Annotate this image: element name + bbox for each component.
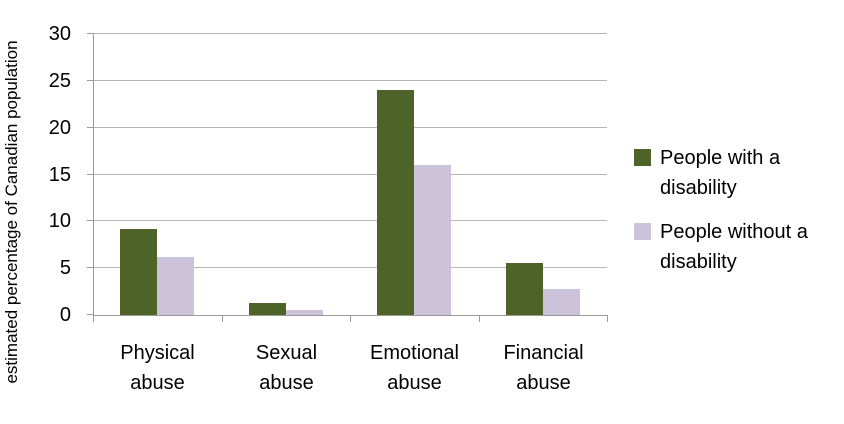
bar-people-with-a-disability-sexual-abuse (249, 303, 286, 315)
x-tick-mark-0 (93, 316, 94, 322)
y-tick-label-30: 30 (48, 23, 71, 45)
legend-item-people-without-a-disability: People without a disability (634, 217, 844, 277)
gridline-30 (93, 33, 607, 34)
y-tick-mark-30 (87, 33, 93, 34)
y-tick-mark-0 (87, 314, 93, 315)
x-tick-mark-3 (479, 316, 480, 322)
bar-people-without-a-disability-emotional-abuse (414, 165, 451, 315)
y-tick-label-20: 20 (48, 117, 71, 139)
legend-swatch-people-with-a-disability (634, 149, 651, 166)
gridline-10 (93, 220, 607, 221)
legend: People with a disability People without a… (634, 143, 844, 277)
x-category-label-physical-abuse: Physical abuse (120, 342, 195, 394)
bar-people-without-a-disability-financial-abuse (543, 289, 580, 315)
y-tick-label-5: 5 (59, 257, 71, 279)
y-tick-mark-20 (87, 127, 93, 128)
x-category-label-sexual-abuse: Sexual abuse (255, 342, 318, 394)
legend-swatch-people-without-a-disability (634, 223, 651, 240)
gridline-20 (93, 127, 607, 128)
gridline-5 (93, 267, 607, 268)
legend-label-people-with-a-disability: People with a disability (660, 147, 781, 199)
y-tick-mark-25 (87, 80, 93, 81)
y-axis-title: estimated percentage of Canadian populat… (2, 40, 21, 384)
y-tick-mark-10 (87, 220, 93, 221)
bar-people-with-a-disability-emotional-abuse (377, 90, 414, 315)
bar-people-without-a-disability-sexual-abuse (286, 310, 323, 315)
x-category-label-emotional-abuse: Emotional abuse (370, 342, 459, 394)
x-tick-mark-1 (222, 316, 223, 322)
bar-people-with-a-disability-physical-abuse (120, 229, 157, 315)
legend-label-people-without-a-disability: People without a disability (660, 221, 808, 273)
y-tick-label-25: 25 (48, 70, 71, 92)
gridline-15 (93, 174, 607, 175)
y-tick-label-0: 0 (59, 304, 71, 326)
y-tick-mark-5 (87, 267, 93, 268)
y-tick-label-15: 15 (48, 164, 71, 186)
x-axis-line (93, 315, 608, 316)
x-category-label-financial-abuse: Financial abuse (503, 342, 584, 394)
legend-item-people-with-a-disability: People with a disability (634, 143, 844, 203)
y-axis-line (93, 34, 94, 315)
y-tick-mark-15 (87, 174, 93, 175)
bar-people-with-a-disability-financial-abuse (506, 263, 543, 315)
y-tick-label-10: 10 (48, 210, 71, 232)
x-tick-mark-4 (607, 316, 608, 322)
x-tick-mark-2 (350, 316, 351, 322)
gridline-25 (93, 80, 607, 81)
bar-people-without-a-disability-physical-abuse (157, 257, 194, 315)
